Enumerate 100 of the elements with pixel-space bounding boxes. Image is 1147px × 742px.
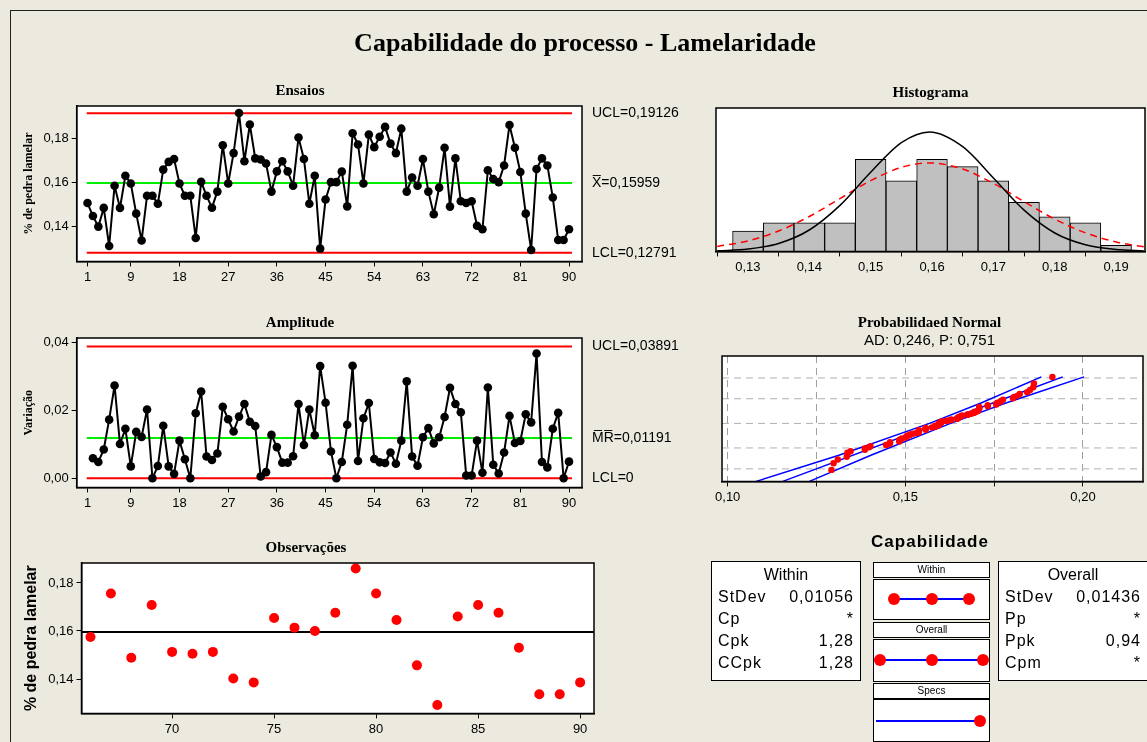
- ref-line-label: UCL=0,19126: [592, 104, 679, 121]
- x-tick-label: 0,13: [735, 258, 761, 274]
- text: Overall: [1046, 566, 1100, 585]
- x-tick-label: 0,15: [892, 488, 918, 504]
- y-tick-label: 0,16: [43, 173, 69, 189]
- y-tick-label: 0,00: [43, 469, 69, 485]
- x-tick-label: 70: [164, 720, 180, 736]
- y-axis-title: % de pedra lamelar: [21, 131, 36, 235]
- y-axis-title: Variação: [21, 389, 36, 436]
- x-tick-label: 45: [318, 268, 333, 284]
- x-tick-label: 90: [572, 720, 588, 736]
- x-tick-label: 1: [83, 268, 92, 284]
- text: 1,28: [818, 654, 854, 673]
- x-tick-label: 81: [513, 268, 528, 284]
- text: Overall: [873, 622, 990, 638]
- chart-title: Amplitude: [265, 313, 335, 330]
- chart-title: Ensaios: [275, 81, 325, 98]
- x-tick-label: 27: [220, 494, 236, 510]
- x-tick-label: 27: [220, 268, 236, 284]
- y-tick-label: 0,18: [48, 574, 74, 590]
- x-tick-label: 0,19: [1103, 258, 1129, 274]
- text: Within: [873, 562, 990, 578]
- x-tick-label: 18: [172, 268, 187, 284]
- point: [105, 588, 116, 599]
- x-tick-label: 9: [127, 494, 135, 510]
- point: [473, 600, 484, 611]
- text: 0,01436: [1076, 588, 1141, 607]
- x-tick-label: 0,17: [980, 258, 1007, 274]
- text: StDev: [718, 588, 767, 607]
- text: Ppk: [1005, 632, 1036, 651]
- y-tick-label: 0,14: [43, 217, 69, 233]
- point: [330, 607, 341, 618]
- x-tick-label: 90: [561, 268, 577, 284]
- chart-title: Histograma: [892, 83, 969, 100]
- x-tick-label: 45: [318, 494, 333, 510]
- text: Capabilidade do processo - Lamelaridade: [353, 28, 817, 58]
- y-tick-label: 0,04: [43, 334, 69, 350]
- x-tick-label: 0,18: [1042, 258, 1068, 274]
- ref-line-label: UCL=0,03891: [592, 337, 679, 354]
- text: 1,28: [818, 632, 854, 651]
- point: [167, 646, 178, 657]
- x-tick-label: 1: [83, 494, 92, 510]
- point: [289, 622, 300, 633]
- x-tick-label: 72: [464, 494, 479, 510]
- x-tick-label: 0,10: [715, 488, 741, 504]
- x-tick-label: 18: [172, 494, 187, 510]
- point: [350, 563, 361, 574]
- y-tick-label: 0,18: [43, 129, 69, 145]
- x-tick-label: 63: [415, 268, 431, 284]
- text: *: [846, 610, 854, 629]
- x-tick-label: 36: [269, 494, 285, 510]
- x-tick-label: 72: [464, 268, 479, 284]
- point: [534, 689, 545, 700]
- point: [228, 673, 239, 684]
- point: [513, 642, 524, 653]
- x-tick-label: 63: [415, 494, 431, 510]
- text: StDev: [1005, 588, 1054, 607]
- point: [207, 646, 218, 657]
- x-tick-label: 75: [266, 720, 282, 736]
- text: 0,94: [1105, 632, 1141, 651]
- point: [391, 614, 402, 625]
- x-tick-label: 54: [367, 494, 382, 510]
- point: [493, 607, 504, 618]
- y-tick-label: 0,02: [43, 402, 69, 418]
- ref-line-label: LCL=0: [592, 469, 634, 486]
- point: [187, 648, 198, 659]
- y-tick-label: 0,16: [48, 622, 74, 638]
- x-tick-label: 81: [513, 494, 528, 510]
- point: [452, 611, 463, 622]
- chart-subtitle: AD: 0,246, P: 0,751: [864, 331, 995, 349]
- point: [432, 699, 443, 710]
- x-tick-label: 36: [269, 268, 285, 284]
- text: Capabilidade: [870, 532, 990, 552]
- x-tick-label: 0,16: [919, 258, 945, 274]
- chart-title: Probabilidaed Normal: [857, 313, 1002, 330]
- x-tick-label: 85: [470, 720, 486, 736]
- text: *: [1133, 654, 1141, 673]
- point: [371, 588, 382, 599]
- point: [146, 600, 157, 611]
- ref-line-label: M̅R̅=0,01191: [592, 428, 672, 445]
- x-tick-label: 54: [367, 268, 382, 284]
- text: *: [1133, 610, 1141, 629]
- text: Specs: [873, 683, 990, 699]
- point: [126, 652, 137, 663]
- x-tick-label: 80: [368, 720, 384, 736]
- text: 0,01056: [789, 588, 854, 607]
- point: [85, 632, 96, 642]
- text: CCpk: [718, 654, 763, 673]
- x-tick-label: 0,15: [858, 258, 884, 274]
- x-tick-label: 9: [127, 268, 135, 284]
- y-tick-label: 0,14: [48, 670, 74, 686]
- text: Cpk: [718, 632, 750, 651]
- x-tick-label: 0,14: [796, 258, 822, 274]
- point: [309, 625, 320, 636]
- point: [411, 660, 422, 671]
- ref-line-label: X̅=0,15959: [591, 173, 661, 190]
- point: [269, 613, 280, 624]
- point: [575, 677, 586, 688]
- x-tick-label: 90: [561, 494, 577, 510]
- x-tick-label: 0,20: [1070, 488, 1096, 504]
